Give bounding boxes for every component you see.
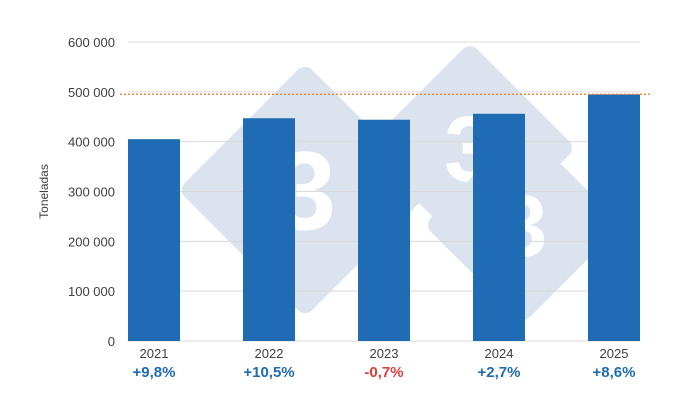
y-tick-label: 500 000 [68, 85, 115, 100]
y-tick-label: 0 [108, 334, 115, 349]
growth-label: +8,6% [593, 364, 636, 381]
y-tick-label: 100 000 [68, 284, 115, 299]
growth-label: +9,8% [133, 364, 176, 381]
y-axis-ticks: 0 100 000 200 000 300 000 400 000 500 000 600 … [68, 35, 115, 349]
y-tick-label: 300 000 [68, 185, 115, 200]
bar-2022 [243, 118, 295, 342]
x-tick-label: 2025 [600, 346, 629, 361]
bar-2021 [128, 139, 180, 341]
growth-label: -0,7% [364, 364, 403, 381]
x-tick-label: 2022 [255, 346, 284, 361]
bar-2025 [588, 94, 640, 341]
growth-label: +2,7% [478, 364, 521, 381]
x-tick-label: 2024 [485, 346, 514, 361]
growth-label: +10,5% [243, 364, 294, 381]
bar-2023 [358, 119, 410, 342]
bars [128, 94, 640, 342]
x-tick-label: 2023 [370, 346, 399, 361]
y-tick-label: 200 000 [68, 234, 115, 249]
x-axis-labels: 2021 +9,8% 2022 +10,5% 2023 -0,7% 2024 +2,7% 202… [133, 346, 636, 381]
y-tick-label: 600 000 [68, 35, 115, 50]
bar-2024 [473, 113, 525, 341]
y-tick-label: 400 000 [68, 135, 115, 150]
x-tick-label: 2021 [140, 346, 169, 361]
y-axis-title: Toneladas [37, 164, 51, 219]
